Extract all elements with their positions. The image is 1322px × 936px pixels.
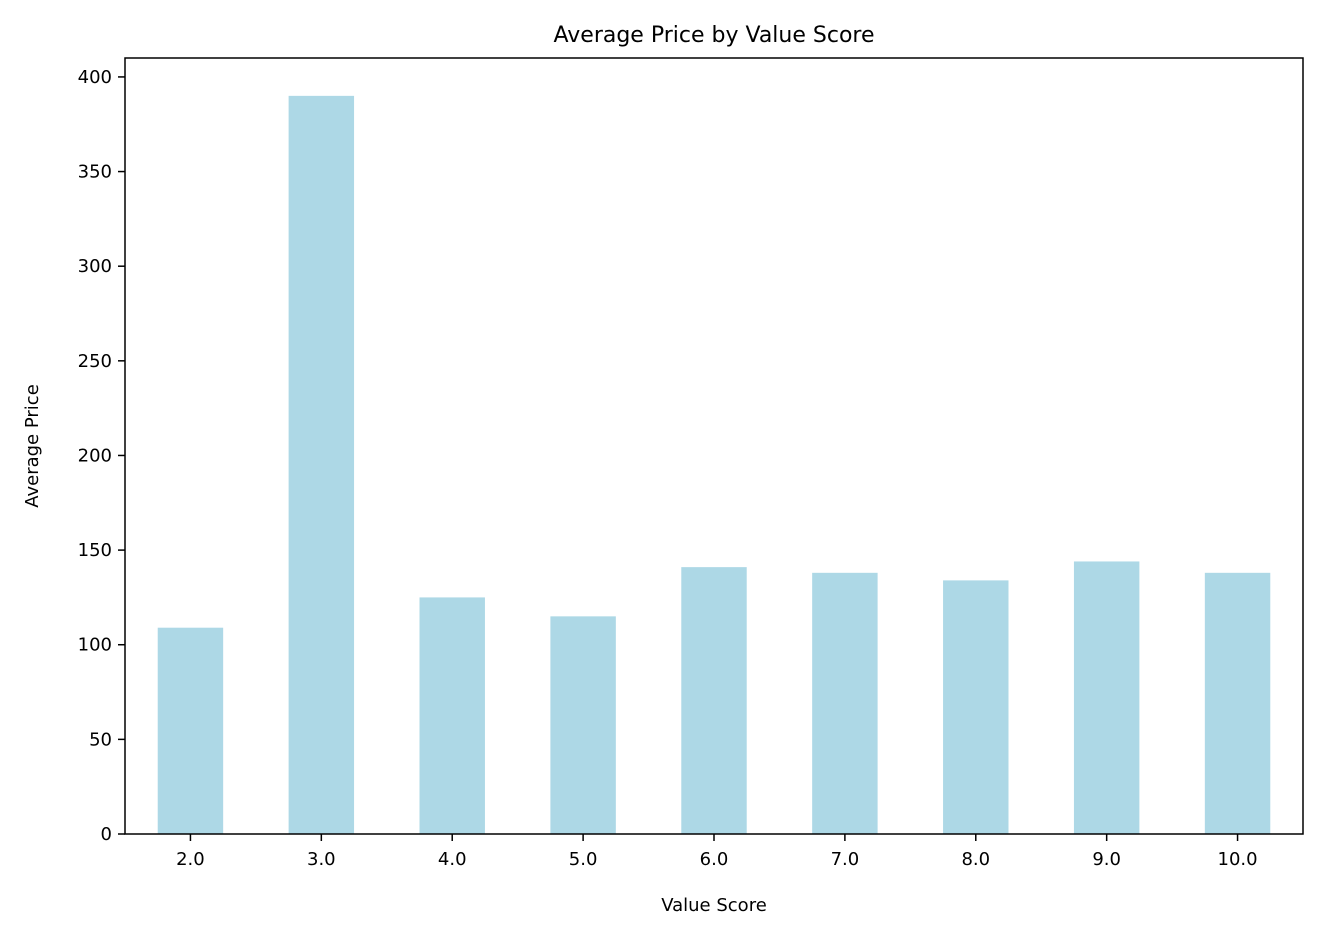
bar-3.0 — [288, 95, 355, 835]
bar-10.0 — [1204, 572, 1271, 834]
bar-5.0 — [550, 616, 616, 834]
bar-6.0 — [681, 567, 747, 834]
bar-2.0 — [157, 627, 224, 834]
y-axis-label: Average Price — [22, 384, 43, 508]
x-tick-label: 9.0 — [1092, 849, 1121, 870]
y-tick-label: 400 — [78, 67, 112, 88]
y-tick-label: 250 — [78, 351, 112, 372]
bar-9.0 — [1073, 561, 1140, 834]
x-tick-label: 3.0 — [307, 849, 336, 870]
x-tick-label: 4.0 — [438, 849, 467, 870]
y-tick-label: 150 — [78, 540, 112, 561]
y-tick-label: 100 — [78, 635, 112, 656]
x-tick-label: 7.0 — [831, 849, 860, 870]
x-tick-label: 8.0 — [961, 849, 990, 870]
bars — [157, 95, 1271, 835]
y-tick-label: 50 — [89, 729, 112, 750]
x-tick-label: 2.0 — [176, 849, 205, 870]
x-tick-label: 5.0 — [569, 849, 598, 870]
x-tick-label: 10.0 — [1218, 849, 1258, 870]
y-tick-label: 350 — [78, 162, 112, 183]
y-axis: 0 50 100 150 200 250 300 350 400 — [78, 67, 125, 845]
x-axis-label: Value Score — [661, 895, 767, 916]
bar-4.0 — [419, 597, 485, 834]
bar-7.0 — [812, 572, 878, 834]
x-tick-label: 6.0 — [700, 849, 729, 870]
x-axis: 2.0 3.0 4.0 5.0 6.0 7.0 8.0 9.0 10.0 — [176, 834, 1258, 870]
y-tick-label: 0 — [101, 824, 112, 845]
bar-8.0 — [943, 580, 1009, 834]
chart-title: Average Price by Value Score — [554, 23, 875, 48]
y-tick-label: 200 — [78, 445, 112, 466]
y-tick-label: 300 — [78, 256, 112, 277]
